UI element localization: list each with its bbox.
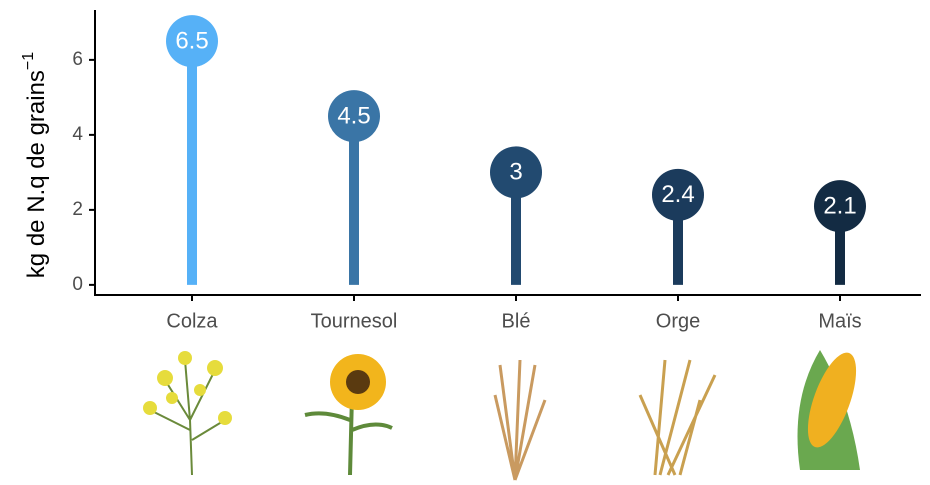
ble-image (493, 359, 547, 481)
value-label: 4.5 (337, 102, 370, 129)
mais-image (797, 350, 860, 470)
x-tick-label: Orge (656, 310, 700, 332)
value-label: 2.4 (661, 181, 694, 208)
y-tick-label: 4 (72, 124, 83, 145)
plant-images (143, 350, 860, 481)
y-tick-label: 0 (72, 274, 83, 295)
dot (328, 90, 380, 143)
y-label-sup: −1 (20, 52, 37, 70)
tournesol-image (304, 354, 393, 476)
y-tick-label: 2 (72, 199, 83, 220)
dot (652, 168, 704, 221)
colza-image (143, 351, 232, 476)
orge-image (638, 359, 717, 476)
dot (166, 15, 218, 68)
y-label-main: kg de N.q de grains (23, 70, 50, 278)
dot (490, 146, 542, 199)
y-axis-label: kg de N.q de grains−1 (20, 52, 50, 278)
dot (814, 180, 866, 233)
value-label: 6.5 (175, 27, 208, 54)
value-label: 2.1 (823, 192, 856, 219)
x-tick-label: Colza (166, 310, 218, 332)
x-tick-label: Blé (502, 310, 531, 332)
x-tick-label: Maïs (818, 310, 861, 332)
y-tick-label: 6 (72, 49, 83, 70)
x-tick-label: Tournesol (311, 310, 398, 332)
value-label: 3 (509, 159, 522, 186)
